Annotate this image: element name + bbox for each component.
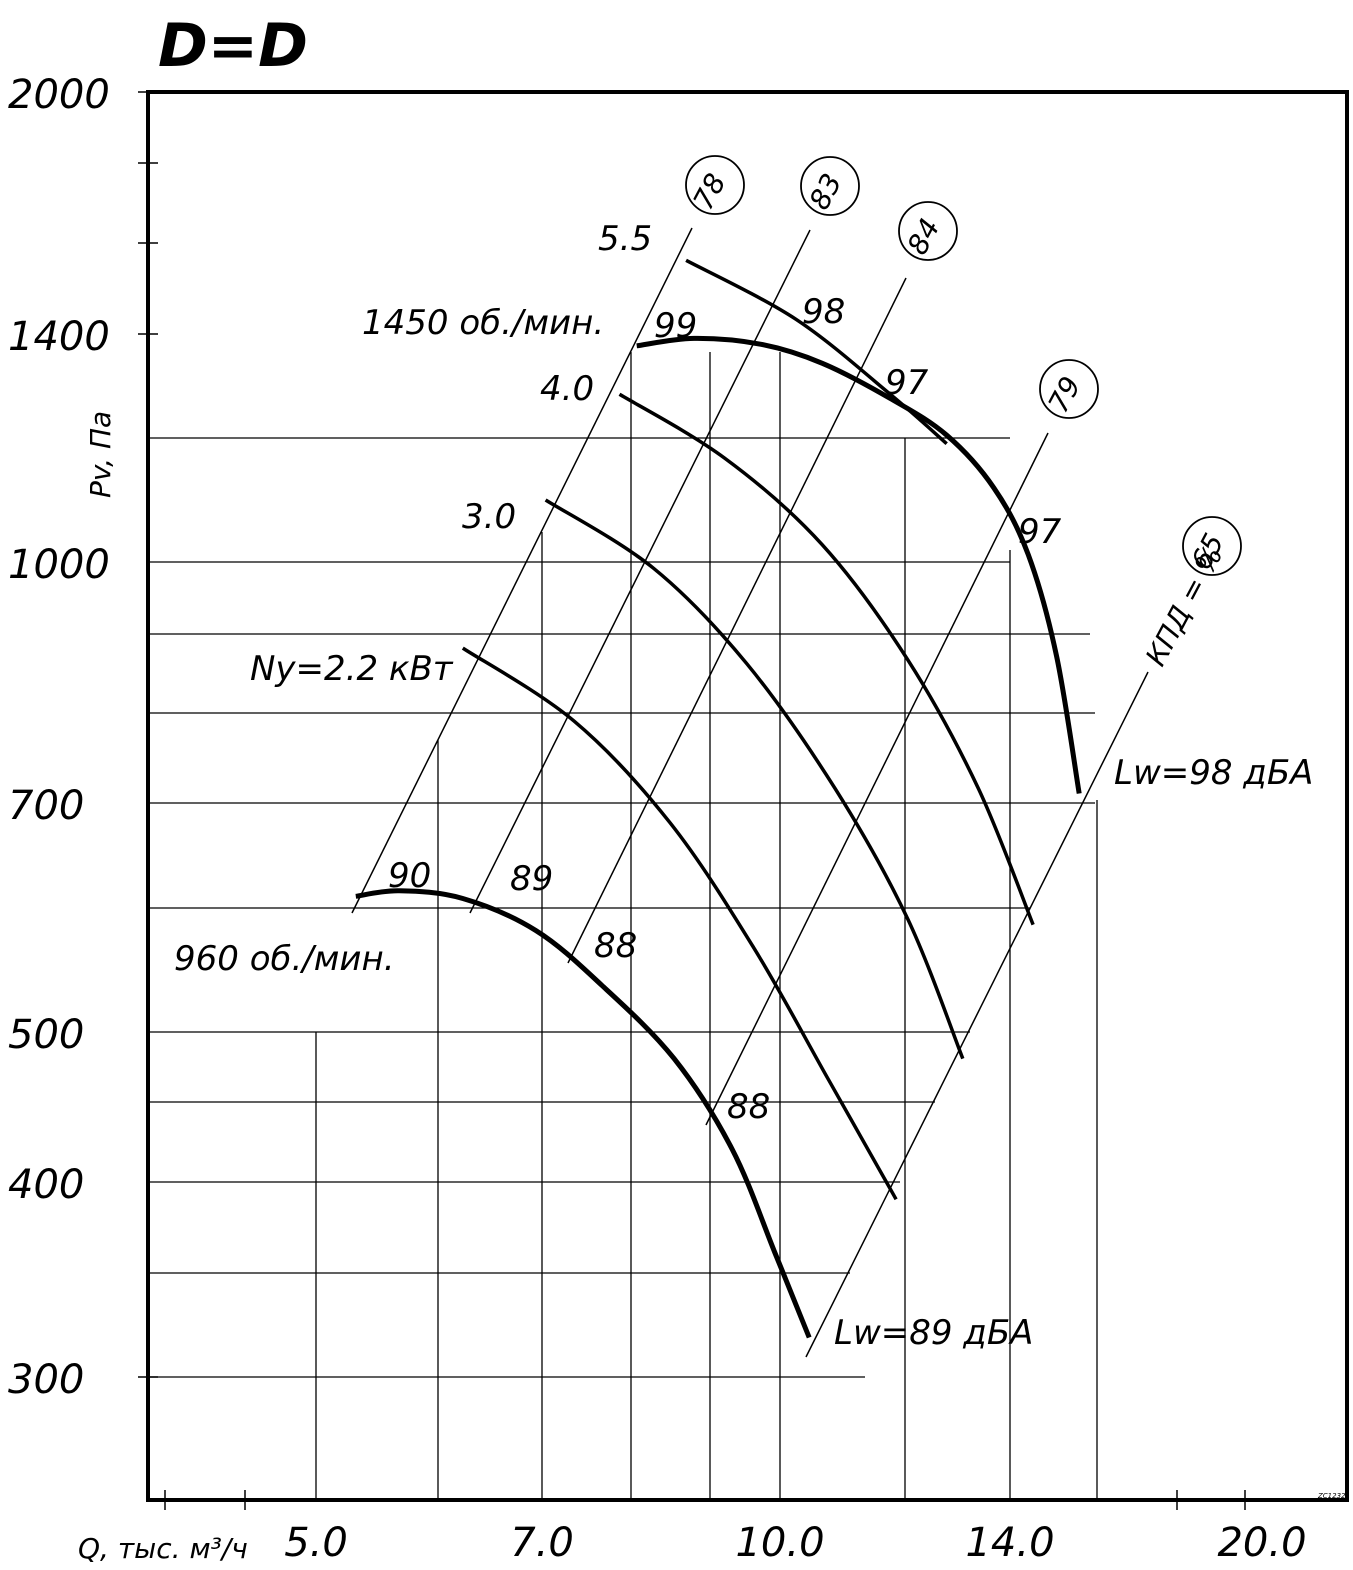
y-tick-label: 1000: [8, 542, 110, 588]
x-tick-label: 20.0: [1217, 1520, 1306, 1566]
x-tick-label: 5.0: [284, 1520, 348, 1566]
y-tick-label: 400: [8, 1162, 84, 1208]
sound-label: 88: [594, 926, 637, 966]
efficiency-ray: [705, 432, 1049, 1126]
speed-curve-0: [355, 888, 812, 1339]
speed-curve-1: [636, 335, 1082, 794]
power-label: 4.0: [540, 369, 594, 409]
sound-level-label-high: Lw=98 дБА: [1114, 753, 1313, 793]
power-label: 3.0: [462, 497, 516, 537]
performance-curves: [355, 258, 1082, 1339]
efficiency-bubble: 79: [1039, 359, 1099, 419]
power-label: Ny=2.2 кВт: [250, 649, 454, 689]
efficiency-bubble: 78: [685, 155, 745, 215]
drawing-stamp: ZC1232: [1317, 1492, 1346, 1500]
power-label: 5.5: [598, 219, 652, 259]
x-axis-label: Q, тыс. м³/ч: [78, 1532, 248, 1565]
efficiency-ray: [351, 227, 693, 914]
efficiency-bubble-circle: [1182, 516, 1242, 576]
y-tick-label: 700: [8, 783, 84, 829]
efficiency-ray: [567, 277, 907, 964]
efficiency-bubble-circle: [685, 155, 745, 215]
efficiency-bubble-circle: [898, 201, 958, 261]
power-curve-1: [544, 498, 965, 1060]
sound-label: 89: [510, 859, 553, 899]
y-tick-label: 1400: [8, 314, 110, 360]
x-tick-label: 10.0: [735, 1520, 824, 1566]
plot-frame: [146, 90, 1349, 1502]
efficiency-ray: [805, 671, 1149, 1358]
sound-label: 88: [727, 1087, 770, 1127]
speed-label-960: 960 об./мин.: [174, 939, 395, 979]
power-curve-3: [685, 258, 948, 446]
y-tick-label: 300: [8, 1357, 84, 1403]
sound-label: 90: [388, 856, 431, 896]
efficiency-bubble: 84: [898, 201, 958, 261]
x-tick-labels: 5.0 7.0 10.0 14.0 20.0: [284, 1520, 1306, 1566]
sound-level-label-low: Lw=89 дБА: [834, 1313, 1033, 1353]
y-tick-label: 2000: [8, 72, 110, 118]
sound-labels: 90 89 88 88 99 98 97 97: [388, 292, 1062, 1127]
efficiency-bubbles: 78 83 84 79 65 КПД = %: [685, 155, 1242, 671]
sound-label: 98: [802, 292, 845, 332]
y-axis-label: Pv, Па: [84, 411, 117, 498]
efficiency-bubble: 65: [1182, 516, 1242, 576]
power-curve-0: [461, 646, 898, 1201]
speed-label-1450: 1450 об./мин.: [362, 303, 604, 343]
grid-lines: [148, 352, 1098, 1500]
chart-title: D=D: [158, 11, 308, 81]
efficiency-bubble: 83: [800, 156, 860, 216]
efficiency-bubble-circle: [800, 156, 860, 216]
sound-label: 97: [885, 363, 929, 403]
tick-marks: [138, 91, 1246, 1510]
y-tick-labels: 2000 1400 1000 700 500 400 300: [8, 72, 110, 1403]
y-tick-label: 500: [8, 1012, 84, 1058]
x-tick-label: 7.0: [510, 1520, 574, 1566]
power-curve-2: [618, 392, 1035, 926]
sound-label: 97: [1018, 512, 1062, 552]
x-tick-label: 14.0: [965, 1520, 1054, 1566]
efficiency-bubble-circle: [1039, 359, 1099, 419]
sound-label: 99: [654, 306, 697, 346]
